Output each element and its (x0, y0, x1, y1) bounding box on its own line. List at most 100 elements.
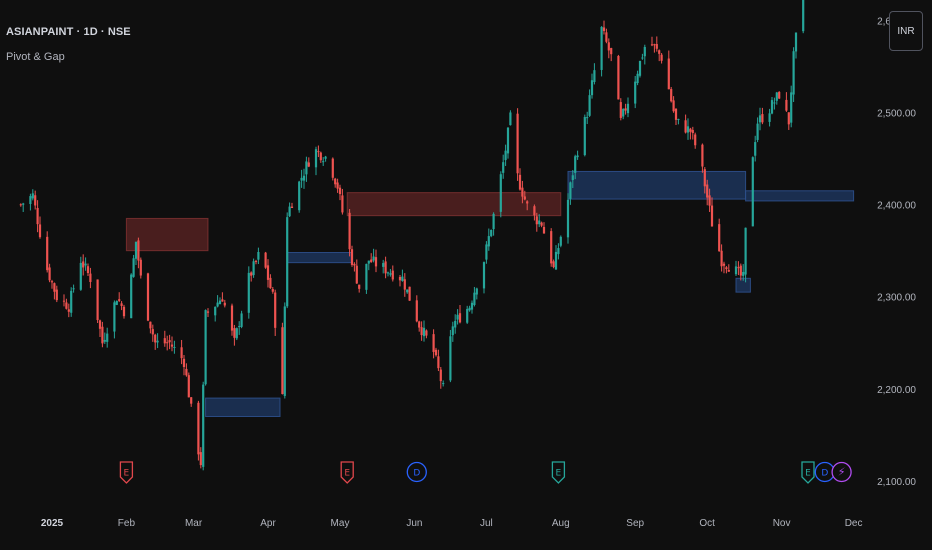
candle-body (274, 292, 277, 328)
price-axis[interactable]: 2,100.00 2,200.00 2,300.00 2,400.00 2,500.00… (877, 16, 916, 488)
candle-body (456, 314, 459, 320)
candle-body (778, 91, 781, 99)
candle-body (538, 220, 541, 225)
candle-body (590, 80, 594, 96)
candle-body (254, 260, 258, 262)
candle-body (710, 205, 714, 227)
candle-body (170, 344, 174, 347)
candle-body (727, 269, 730, 272)
earnings-badge-shape (340, 461, 354, 484)
candle-body (650, 44, 654, 46)
y-tick-label: 2,100.00 (877, 477, 916, 488)
candle-body (269, 277, 272, 289)
candle-body (737, 267, 740, 269)
candle-body (432, 334, 435, 352)
event-letter: E (344, 469, 350, 479)
candle-body (322, 161, 325, 163)
candle-body (62, 300, 66, 302)
candle-body (350, 249, 354, 265)
candle-body (50, 281, 54, 283)
event-dividend-2[interactable]: D (406, 461, 427, 483)
candle-body (353, 263, 356, 266)
event-letter: E (805, 469, 811, 479)
candle-body (149, 321, 152, 329)
candle-body (240, 313, 243, 327)
x-tick-label: Apr (260, 518, 276, 529)
candle-body (372, 256, 375, 261)
candle-body (319, 152, 322, 161)
x-tick-label: Feb (118, 518, 136, 529)
candle-body (204, 310, 207, 385)
candle-body (302, 175, 306, 181)
event-letter: E (124, 469, 130, 479)
candle-body (571, 175, 574, 180)
candle-body (391, 270, 394, 280)
candle-body (658, 50, 661, 54)
candle-body (358, 284, 361, 289)
candle-body (415, 300, 418, 322)
candle-body (55, 289, 58, 301)
candle-body (382, 263, 385, 267)
event-earnings-4[interactable]: E (801, 461, 815, 484)
candle-body (401, 276, 404, 281)
candle-body (22, 203, 25, 205)
symbol-title[interactable]: ASIANPAINT · 1D · NSE (6, 26, 131, 38)
candle-body (670, 89, 673, 102)
candle-body (19, 204, 22, 206)
candle-body (182, 358, 186, 368)
candle-body (569, 182, 572, 199)
candle-body (187, 375, 190, 398)
earnings-badge-shape (801, 461, 815, 484)
candle-body (785, 99, 788, 111)
indicator-label[interactable]: Pivot & Gap (6, 51, 65, 63)
candle-body (98, 320, 102, 329)
candle-body (348, 212, 351, 250)
event-letter: E (556, 469, 562, 479)
candle-body (768, 113, 771, 122)
candle-body (132, 258, 135, 277)
candle-body (691, 130, 694, 134)
candle-body (70, 290, 73, 313)
x-tick-label: Mar (185, 518, 203, 529)
time-axis[interactable]: 2025 Feb Mar Apr May Jun Jul Aug Sep Oct Nov Dec (41, 518, 863, 529)
candle-body (540, 222, 543, 226)
candle-body (48, 267, 51, 281)
x-tick-label: Oct (699, 518, 715, 529)
currency-button[interactable]: INR (889, 11, 923, 51)
zone-bearish-0 (125, 217, 209, 252)
candle-body (502, 162, 505, 173)
candle-body (82, 261, 85, 268)
candle-body (694, 134, 697, 146)
candle-body (770, 100, 774, 114)
candle-body (317, 151, 320, 153)
event-earnings-0[interactable]: E (119, 461, 134, 484)
candle-body (439, 369, 442, 382)
event-earnings-3[interactable]: E (551, 461, 566, 484)
candle-body (468, 307, 471, 311)
candle-body (684, 120, 687, 133)
candle-body (742, 271, 745, 276)
candle-body (233, 328, 236, 338)
candle-body (557, 248, 560, 255)
events-layer: E E D E E D ⚡ (119, 461, 852, 484)
candle-body (300, 177, 303, 181)
event-split-6[interactable]: ⚡ (831, 461, 852, 483)
y-tick-label: 2,300.00 (877, 293, 916, 304)
candle-body (506, 127, 510, 154)
dividend-badge-shape (406, 461, 427, 483)
candle-body (79, 262, 82, 290)
candle-body (46, 236, 49, 271)
x-tick-label: Nov (773, 518, 791, 529)
candle-body (120, 303, 123, 307)
candle-body (451, 326, 454, 336)
candle-body (154, 334, 157, 343)
candle-body (113, 302, 116, 332)
event-earnings-1[interactable]: E (340, 461, 354, 484)
candle-body (533, 206, 536, 216)
candle-body (744, 227, 747, 275)
candle-body (218, 300, 222, 305)
candle-body (72, 288, 75, 290)
candle-body (619, 102, 622, 118)
candle-body (286, 217, 289, 307)
